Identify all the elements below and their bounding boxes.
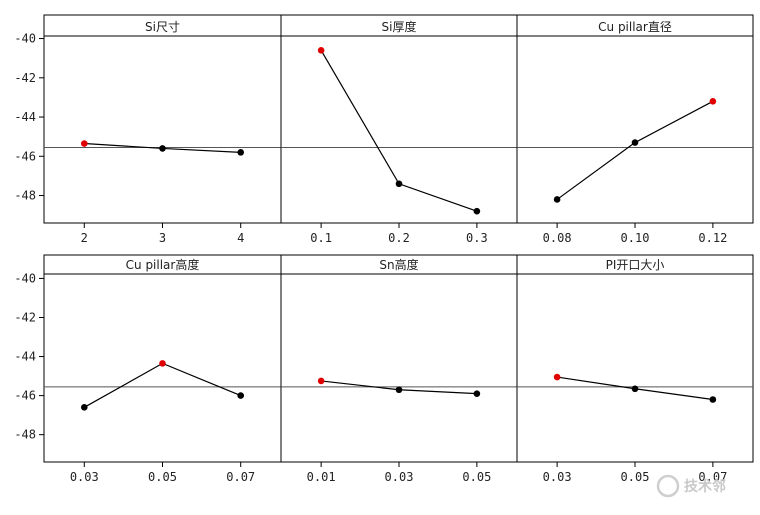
- series-line: [556, 100, 714, 200]
- x-tick-label: 2: [81, 231, 88, 245]
- series-line: [83, 362, 241, 408]
- series-line: [320, 50, 478, 212]
- x-tick-label: 0.03: [70, 470, 99, 484]
- panel-title: Cu pillar直径: [598, 20, 672, 34]
- x-tick-label: 0.07: [226, 470, 255, 484]
- panel-title: PI开口大小: [606, 258, 665, 272]
- y-tick-label: -40: [14, 32, 36, 46]
- x-tick-label: 0.01: [307, 470, 336, 484]
- x-tick-label: 0.10: [621, 231, 650, 245]
- y-tick-label: -46: [14, 389, 36, 403]
- x-tick-label: 3: [159, 231, 166, 245]
- data-point: [473, 390, 481, 397]
- panel-frame: [516, 254, 754, 463]
- y-tick-label: -44: [14, 110, 36, 124]
- panel-frame: [43, 254, 282, 463]
- highlight-point: [709, 98, 717, 105]
- x-tick-label: 0.1: [310, 231, 332, 245]
- data-point: [237, 149, 245, 156]
- watermark-text: 技术邻: [684, 478, 726, 495]
- y-tick-label: -48: [14, 428, 36, 442]
- x-tick-label: 0.07: [698, 470, 727, 484]
- highlight-point: [317, 47, 325, 54]
- panel-title: Cu pillar高度: [126, 257, 200, 272]
- data-point: [709, 396, 717, 403]
- panel-title: Si尺寸: [145, 20, 180, 34]
- y-tick-label: -42: [14, 71, 36, 85]
- x-tick-label: 0.03: [385, 470, 414, 484]
- watermark-logo-icon: [656, 474, 680, 498]
- data-point: [237, 392, 245, 399]
- data-point: [631, 139, 639, 146]
- highlight-point: [80, 140, 88, 147]
- y-tick-label: -40: [14, 271, 36, 285]
- panel-title: Si厚度: [382, 19, 417, 34]
- y-tick-label: -44: [14, 350, 36, 364]
- x-tick-label: 0.05: [621, 470, 650, 484]
- y-tick-label: -42: [14, 310, 36, 324]
- data-point: [80, 404, 88, 411]
- panel-frame: [280, 14, 518, 224]
- highlight-point: [317, 377, 325, 385]
- y-tick-label: -46: [14, 149, 36, 163]
- data-point: [395, 386, 403, 394]
- data-point: [395, 180, 403, 188]
- x-tick-label: 0.05: [462, 470, 491, 484]
- data-point: [631, 385, 639, 393]
- highlight-point: [553, 373, 561, 381]
- x-tick-label: 0.05: [148, 470, 177, 484]
- panel-frame: [280, 254, 518, 463]
- x-tick-label: 4: [237, 231, 244, 245]
- data-point: [473, 207, 481, 215]
- panel-frame: [43, 14, 282, 224]
- y-tick-label: -48: [14, 189, 36, 203]
- x-tick-label: 0.12: [698, 231, 727, 245]
- data-point: [553, 196, 561, 203]
- x-tick-label: 0.03: [543, 470, 572, 484]
- x-tick-label: 0.3: [466, 231, 488, 245]
- x-tick-label: 0.08: [543, 231, 572, 245]
- highlight-point: [159, 360, 166, 367]
- panel-title: Sn高度: [379, 257, 418, 272]
- data-point: [159, 145, 166, 152]
- panel-frame: [516, 14, 754, 224]
- x-tick-label: 0.2: [388, 231, 410, 245]
